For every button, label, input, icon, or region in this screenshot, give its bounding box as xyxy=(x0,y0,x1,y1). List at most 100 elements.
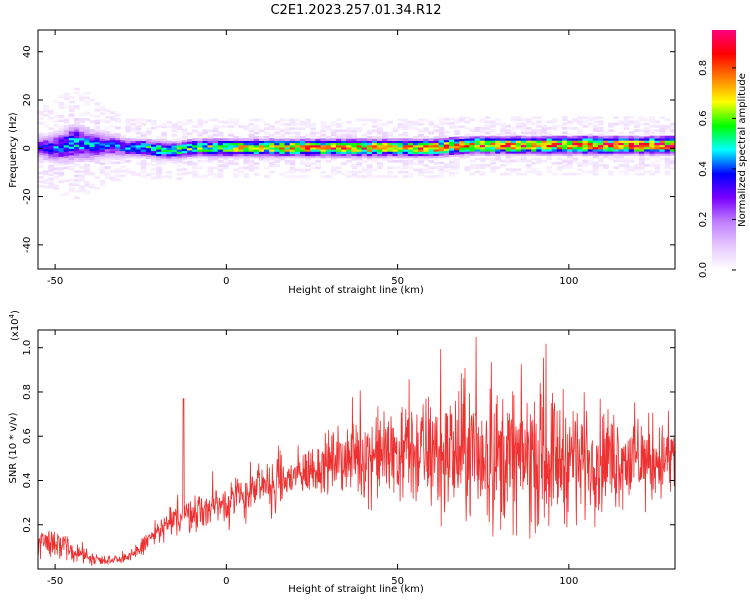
heatmap-cell xyxy=(305,120,311,124)
heatmap-cell xyxy=(63,166,70,170)
heatmap-cell xyxy=(89,135,96,139)
heatmap-cell xyxy=(253,144,260,148)
heatmap-cell xyxy=(120,152,126,156)
heatmap-cell xyxy=(79,187,85,191)
heatmap-cell xyxy=(623,127,630,130)
heatmap-cell xyxy=(392,155,399,159)
heatmap-cell xyxy=(597,159,604,163)
heatmap-cell xyxy=(176,149,183,152)
heatmap-cell xyxy=(608,157,614,161)
heatmap-cell xyxy=(84,92,90,95)
heatmap-cell xyxy=(392,129,399,133)
heatmap-cell xyxy=(68,137,75,141)
heatmap-cell xyxy=(346,142,352,146)
heatmap-cell xyxy=(546,127,553,130)
heatmap-cell xyxy=(515,124,522,128)
heatmap-cell xyxy=(264,136,270,139)
heatmap-cell xyxy=(330,131,337,135)
heatmap-cell xyxy=(346,146,352,150)
heatmap-cell xyxy=(397,166,404,170)
heatmap-cell xyxy=(99,105,106,109)
heatmap-cell xyxy=(474,133,481,137)
heatmap-cell xyxy=(325,142,332,146)
heatmap-cell xyxy=(274,127,280,131)
heatmap-cell xyxy=(109,135,116,139)
heatmap-cell xyxy=(63,157,70,161)
heatmap-cell xyxy=(320,144,327,148)
heatmap-cell xyxy=(274,136,280,139)
heatmap-cell xyxy=(377,129,383,133)
heatmap-cell xyxy=(654,155,661,159)
heatmap-cell xyxy=(536,124,542,128)
heatmap-cell xyxy=(300,175,306,178)
heatmap-cell xyxy=(115,141,121,145)
y-tick-label: -20 xyxy=(22,188,33,204)
heatmap-cell xyxy=(212,172,219,176)
heatmap-cell xyxy=(84,102,90,106)
heatmap-cell xyxy=(248,138,255,141)
snr-x-axis-label: Height of straight line (km) xyxy=(288,584,424,595)
heatmap-cell xyxy=(351,149,358,152)
heatmap-cell xyxy=(490,153,496,156)
heatmap-cell xyxy=(433,135,440,139)
heatmap-cell xyxy=(258,146,265,150)
heatmap-cell xyxy=(38,150,44,153)
heatmap-cell xyxy=(644,122,650,126)
heatmap-cell xyxy=(341,138,347,141)
heatmap-cell xyxy=(330,151,337,154)
heatmap-cell xyxy=(397,133,404,137)
heatmap-cell xyxy=(94,158,101,162)
heatmap-cell xyxy=(397,151,404,154)
heatmap-cell xyxy=(608,172,614,176)
heatmap-cell xyxy=(161,175,167,179)
heatmap-cell xyxy=(171,134,178,137)
heatmap-cell xyxy=(402,118,409,122)
heatmap-cell xyxy=(366,146,373,150)
heatmap-cell xyxy=(58,169,65,173)
heatmap-cell xyxy=(207,168,214,172)
heatmap-cell xyxy=(541,135,548,139)
heatmap-cell xyxy=(603,155,609,159)
heatmap-cell xyxy=(500,146,506,150)
heatmap-cell xyxy=(161,155,167,159)
heatmap-cell xyxy=(233,144,239,148)
heatmap-cell xyxy=(669,142,675,146)
heatmap-cell xyxy=(84,168,90,171)
heatmap-cell xyxy=(567,137,573,141)
heatmap-cell xyxy=(479,142,486,146)
heatmap-cell xyxy=(258,129,265,133)
heatmap-cell xyxy=(459,140,465,144)
heatmap-cell xyxy=(192,164,198,167)
heatmap-cell xyxy=(449,136,455,140)
heatmap-cell xyxy=(336,149,342,152)
heatmap-cell xyxy=(330,168,337,172)
heatmap-cell xyxy=(156,140,162,144)
heatmap-cell xyxy=(79,135,85,139)
heatmap-cell xyxy=(597,129,604,132)
heatmap-cell xyxy=(356,175,363,178)
heatmap-cell xyxy=(572,137,578,141)
heatmap-cell xyxy=(433,129,440,133)
heatmap-cell xyxy=(38,117,44,121)
heatmap-cell xyxy=(310,133,316,137)
heatmap-cell xyxy=(526,144,532,148)
heatmap-cell xyxy=(315,149,322,152)
heatmap-cell xyxy=(310,131,316,135)
heatmap-cell xyxy=(628,116,635,119)
heatmap-cell xyxy=(536,161,542,165)
heatmap-cell xyxy=(202,120,209,124)
x-tick-label: 50 xyxy=(391,576,404,587)
heatmap-cell xyxy=(454,158,460,162)
heatmap-cell xyxy=(238,140,244,144)
heatmap-cell xyxy=(63,138,70,141)
heatmap-cell xyxy=(582,170,589,174)
heatmap-cell xyxy=(79,170,85,174)
heatmap-cell xyxy=(197,144,203,148)
heatmap-cell xyxy=(649,120,655,124)
heatmap-cell xyxy=(233,146,239,150)
heatmap-cell xyxy=(233,172,239,176)
heatmap-cell xyxy=(125,153,131,157)
heatmap-cell xyxy=(582,142,589,146)
heatmap-cell xyxy=(58,143,65,146)
heatmap-cell xyxy=(187,143,193,146)
